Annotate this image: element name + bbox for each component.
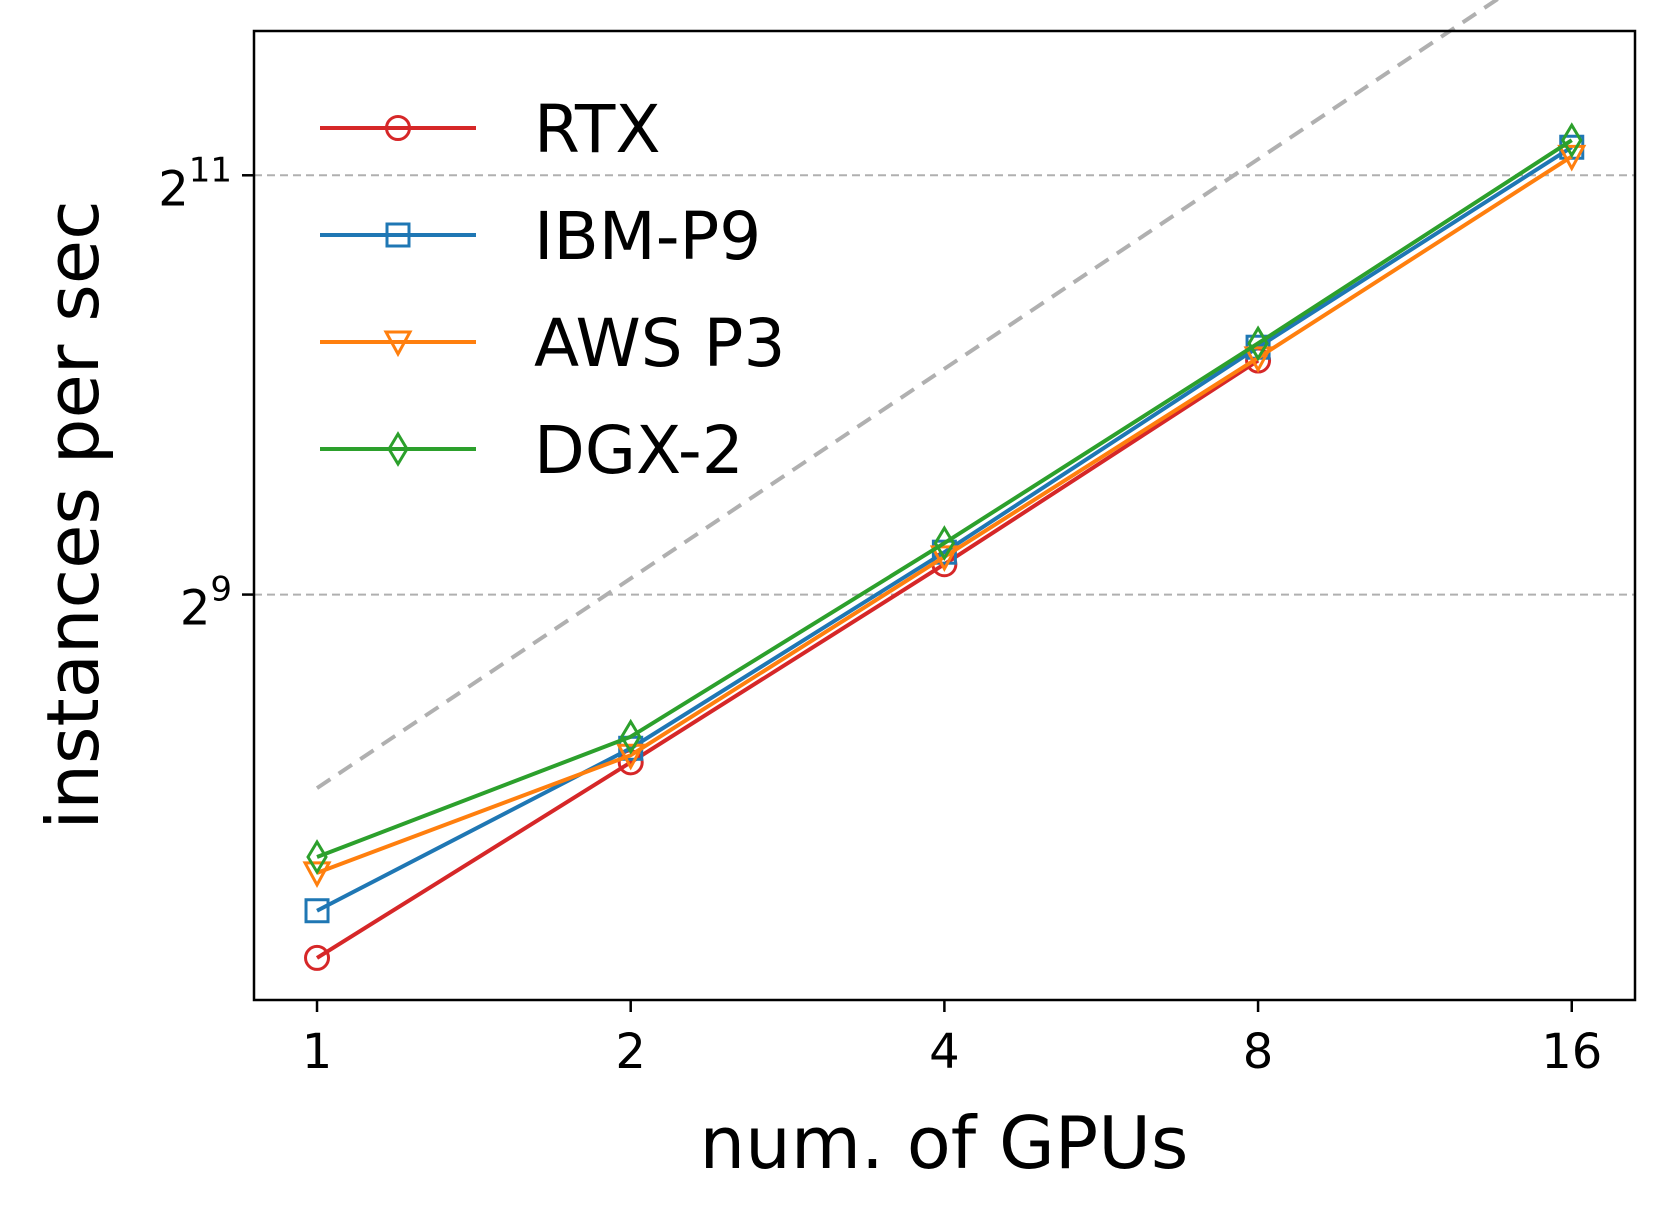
data-point-aws-p3 xyxy=(929,545,959,572)
data-point-dgx-2 xyxy=(619,718,642,755)
grid-lines xyxy=(254,174,1635,596)
y-axis-label: instances per sec xyxy=(31,200,115,829)
series-group xyxy=(302,122,1587,971)
data-point-dgx-2 xyxy=(306,839,328,875)
legend-label-ibm-p9: IBM-P9 xyxy=(534,198,761,275)
x-tick-label: 1 xyxy=(302,1024,333,1080)
data-point-dgx-2 xyxy=(1247,325,1269,362)
y-tick-label: 29 xyxy=(180,570,232,637)
series-line-dgx-2 xyxy=(316,138,1573,859)
legend-marker-ibm-p9 xyxy=(385,222,411,248)
legend: RTX IBM-P9 AWS P3 DGX-2 xyxy=(320,91,785,489)
data-point-aws-p3 xyxy=(302,861,332,889)
legend-marker-rtx xyxy=(385,115,411,141)
data-point-aws-p3 xyxy=(1557,144,1587,172)
reference-line-group xyxy=(315,0,1500,790)
x-tick-label: 4 xyxy=(929,1024,960,1080)
series-dgx-2 xyxy=(306,122,1583,875)
data-point-ibm-p9 xyxy=(304,898,330,924)
series-line-ibm-p9 xyxy=(316,145,1573,913)
data-point-rtx xyxy=(304,944,331,971)
y-tick-label: 211 xyxy=(158,150,232,217)
data-point-aws-p3 xyxy=(1243,346,1273,373)
legend-label-rtx: RTX xyxy=(534,91,661,168)
legend-item-aws-p3: AWS P3 xyxy=(320,305,785,382)
y-axis-ticks: 29 211 xyxy=(158,150,254,637)
legend-item-dgx-2: DGX-2 xyxy=(320,412,744,489)
data-point-dgx-2 xyxy=(933,525,956,562)
x-axis-ticks: 1 2 4 8 16 xyxy=(302,1000,1602,1080)
series-line-rtx xyxy=(315,358,1260,960)
legend-label-dgx-2: DGX-2 xyxy=(534,412,744,489)
legend-item-rtx: RTX xyxy=(320,91,661,168)
x-tick-label: 2 xyxy=(615,1024,646,1080)
legend-marker-dgx-2 xyxy=(387,431,409,467)
legend-label-aws-p3: AWS P3 xyxy=(534,305,785,382)
reference-line xyxy=(315,0,1500,790)
plot-frame xyxy=(252,29,1637,1002)
data-point-dgx-2 xyxy=(1561,122,1583,159)
x-axis-label: num. of GPUs xyxy=(700,1101,1189,1185)
legend-item-ibm-p9: IBM-P9 xyxy=(320,198,761,275)
data-point-aws-p3 xyxy=(616,743,646,771)
x-tick-label: 16 xyxy=(1541,1024,1602,1080)
x-tick-label: 8 xyxy=(1243,1024,1274,1080)
legend-marker-aws-p3 xyxy=(383,330,413,358)
